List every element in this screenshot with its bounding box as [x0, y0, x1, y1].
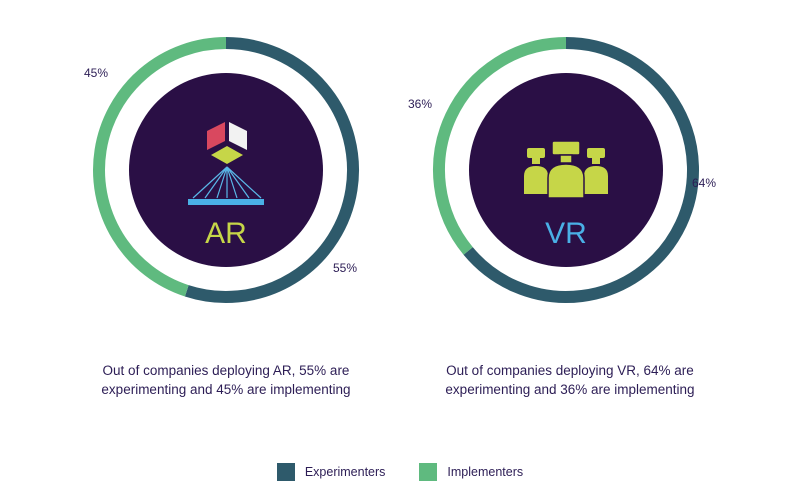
- legend-swatch-implementers: [419, 463, 438, 481]
- ar-implementers-slice: [93, 37, 227, 297]
- vr-center-label: VR: [545, 217, 587, 250]
- ar-cube-projection-icon: [188, 122, 264, 205]
- ar-implementers-data-label: 45%: [84, 66, 108, 80]
- vr-donut-chart: 64% 36% VR: [408, 37, 716, 303]
- vr-caption-line-2: experimenting and 36% are implementing: [445, 382, 695, 397]
- legend-label-experimenters: Experimenters: [304, 465, 386, 479]
- vr-implementers-data-label: 36%: [408, 97, 432, 111]
- legend-label-implementers: Implementers: [447, 465, 524, 479]
- ar-donut-chart: 55% 45% AR: [84, 37, 359, 303]
- vr-experimenters-data-label: 64%: [692, 176, 716, 190]
- vr-experimenters-slice: [463, 37, 699, 303]
- legend-swatch-experimenters: [276, 463, 295, 481]
- legend-item-implementers: Implementers: [419, 463, 523, 481]
- legend: Experimenters Implementers: [0, 463, 800, 481]
- ar-experimenters-data-label: 55%: [333, 261, 357, 275]
- vr-caption-line-1: Out of companies deploying VR, 64% are: [446, 363, 694, 378]
- ar-caption: Out of companies deploying AR, 55% are e…: [61, 361, 391, 399]
- vr-headset-users-icon: [524, 140, 608, 199]
- legend-item-experimenters: Experimenters: [276, 463, 386, 481]
- ar-caption-line-2: experimenting and 45% are implementing: [101, 382, 351, 397]
- ar-center-label: AR: [205, 217, 247, 250]
- vr-implementers-slice: [433, 37, 567, 255]
- vr-caption: Out of companies deploying VR, 64% are e…: [405, 361, 735, 399]
- ar-caption-line-1: Out of companies deploying AR, 55% are: [102, 363, 350, 378]
- ar-experimenters-slice: [184, 37, 359, 303]
